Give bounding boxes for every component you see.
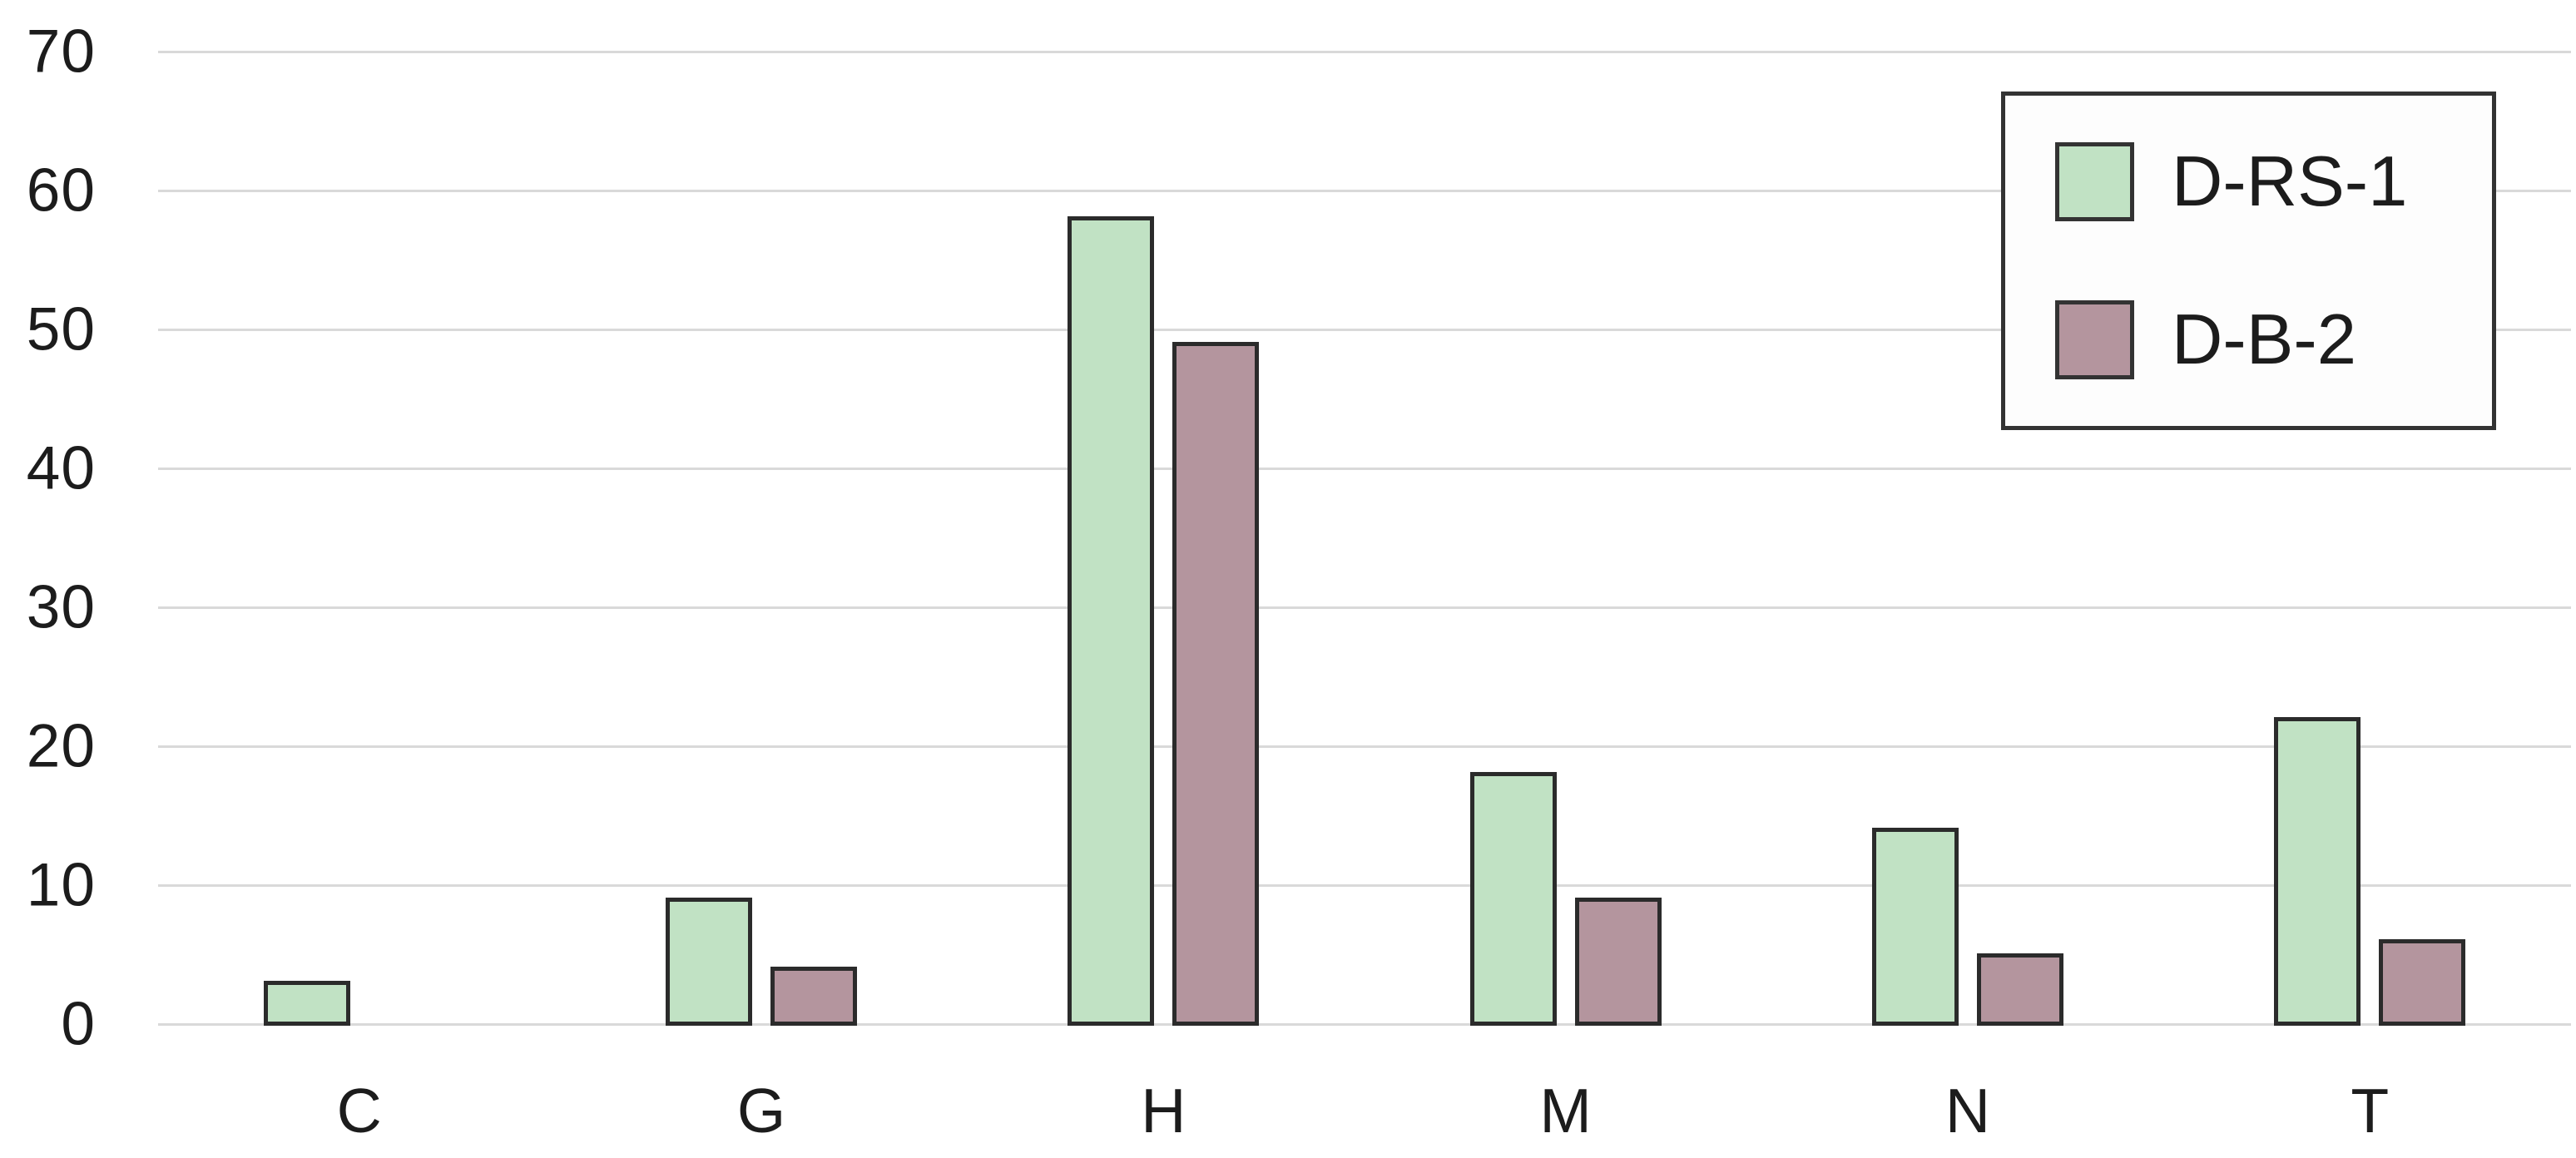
gridline-y-10 (158, 883, 2571, 887)
gridline-y-50 (158, 328, 2571, 331)
gridline-y-40 (158, 467, 2571, 470)
y-axis-tick-label-50: 50 (26, 295, 96, 364)
legend-item-d-b-2: D-B-2 (2055, 300, 2492, 379)
y-axis-tick-label-70: 70 (26, 17, 96, 86)
x-axis-label-t: T (2351, 1076, 2390, 1146)
bar-d-rs-1-n (1872, 828, 1959, 1026)
x-axis-label-m: M (1539, 1076, 1592, 1146)
bar-d-rs-1-t (2274, 716, 2361, 1026)
x-axis-label-n: N (1944, 1076, 1991, 1146)
x-axis-label-c: C (336, 1076, 382, 1146)
gridline-y-70 (158, 50, 2571, 53)
bar-d-rs-1-m (1469, 772, 1557, 1026)
legend: D-RS-1 D-B-2 (2001, 92, 2496, 430)
bar-d-rs-1-c (263, 980, 350, 1026)
bar-d-b-2-g (770, 967, 857, 1026)
y-axis-tick-label-30: 30 (26, 573, 96, 641)
gridline-y-0 (158, 1022, 2571, 1026)
y-axis-tick-label-0: 0 (61, 990, 96, 1058)
legend-label-d-rs-1: D-RS-1 (2172, 142, 2408, 221)
y-axis-tick-label-60: 60 (26, 156, 96, 225)
gridline-y-20 (158, 745, 2571, 748)
legend-item-d-rs-1: D-RS-1 (2055, 142, 2492, 221)
gridline-y-60 (158, 189, 2571, 192)
y-axis-tick-label-10: 10 (26, 851, 96, 919)
x-axis-label-g: G (736, 1076, 786, 1146)
bar-d-b-2-m (1574, 897, 1662, 1026)
bar-d-b-2-n (1977, 953, 2063, 1026)
bar-d-rs-1-h (1068, 216, 1155, 1026)
x-axis-label-h: H (1141, 1076, 1186, 1146)
bar-d-b-2-h (1172, 341, 1260, 1026)
y-axis-tick-label-40: 40 (26, 434, 96, 502)
legend-label-d-b-2: D-B-2 (2172, 300, 2356, 379)
y-axis-tick-label-20: 20 (26, 712, 96, 780)
legend-swatch-green (2055, 142, 2134, 221)
bar-d-rs-1-g (666, 897, 752, 1026)
legend-swatch-mauve (2055, 300, 2134, 379)
bar-d-b-2-t (2379, 938, 2466, 1026)
gridline-y-30 (158, 606, 2571, 609)
